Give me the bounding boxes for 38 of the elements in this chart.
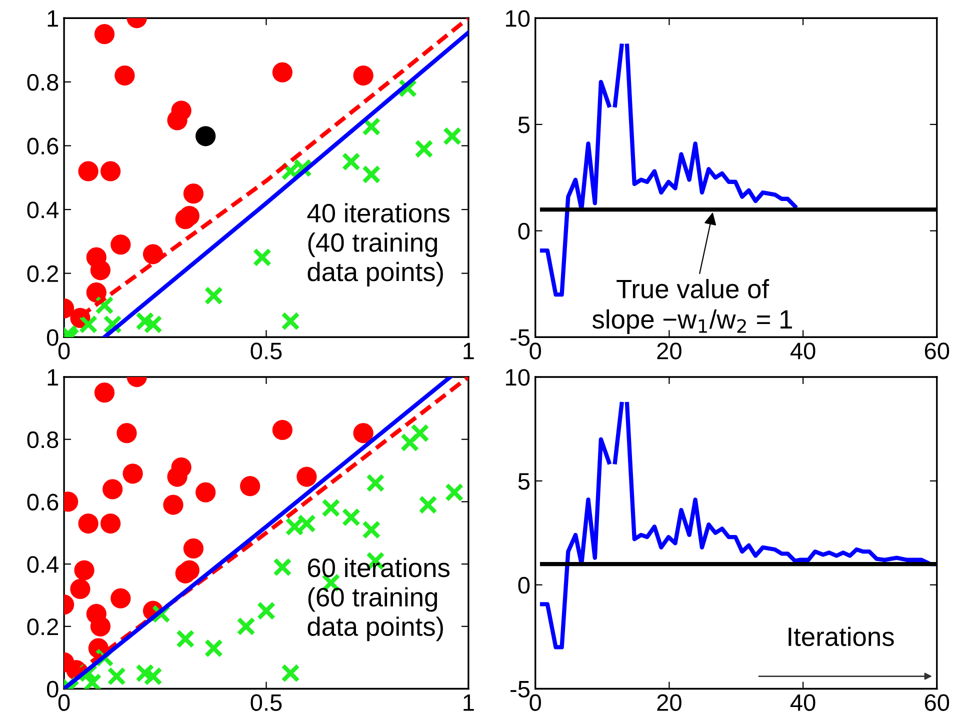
y-tick-label: 0.6 (27, 138, 58, 155)
y-tick-label: 0.2 (27, 265, 58, 282)
x-tick-label: 1 (464, 694, 474, 711)
y-tick-label: 0 (46, 329, 58, 346)
x-tick-label: 40 (790, 342, 816, 360)
y-tick-label: 0.8 (27, 431, 58, 448)
y-tick-label: 0.4 (27, 202, 59, 218)
y-tick-label: 0 (518, 576, 530, 594)
y-tick-label: 0.2 (27, 618, 58, 636)
y-tick-label: 5 (518, 473, 530, 490)
x-tick-label: 0 (530, 694, 542, 711)
annotation: 60 iterations (60 training data points) (308, 558, 450, 642)
y-tick-label: 0.4 (27, 556, 59, 573)
x-tick-label: 0 (58, 342, 70, 360)
y-tick-label: 0 (518, 222, 530, 240)
y-tick-label: 10 (506, 10, 530, 27)
annotation: Iterations (788, 626, 894, 646)
x-tick-label: 60 (924, 694, 950, 711)
x-tick-label: 0.5 (250, 342, 282, 360)
x-tick-label: 40 (790, 694, 816, 711)
y-tick-label: 1 (48, 369, 58, 386)
y-tick-label: 0.8 (27, 74, 58, 91)
x-tick-label: 20 (657, 342, 682, 360)
x-tick-label: 0 (58, 694, 70, 711)
annotation: 40 iterations (40 training data points) (307, 203, 450, 287)
x-tick-label: 20 (657, 694, 682, 711)
y-tick-label: 10 (506, 369, 530, 386)
y-tick-label: 5 (518, 116, 530, 134)
y-tick-label: -5 (510, 329, 530, 346)
y-tick-label: 0 (46, 680, 58, 698)
x-tick-label: 0 (530, 342, 542, 360)
x-tick-label: 1 (464, 342, 474, 360)
annotation: True value of slope −w$_{1}$/w$_{2}$ = 1 (592, 278, 792, 334)
y-tick-label: 1 (48, 10, 58, 27)
x-tick-label: 60 (924, 342, 950, 360)
y-tick-label: -5 (510, 681, 530, 698)
x-tick-label: 0.5 (250, 694, 282, 711)
y-tick-label: 0.6 (27, 494, 58, 510)
